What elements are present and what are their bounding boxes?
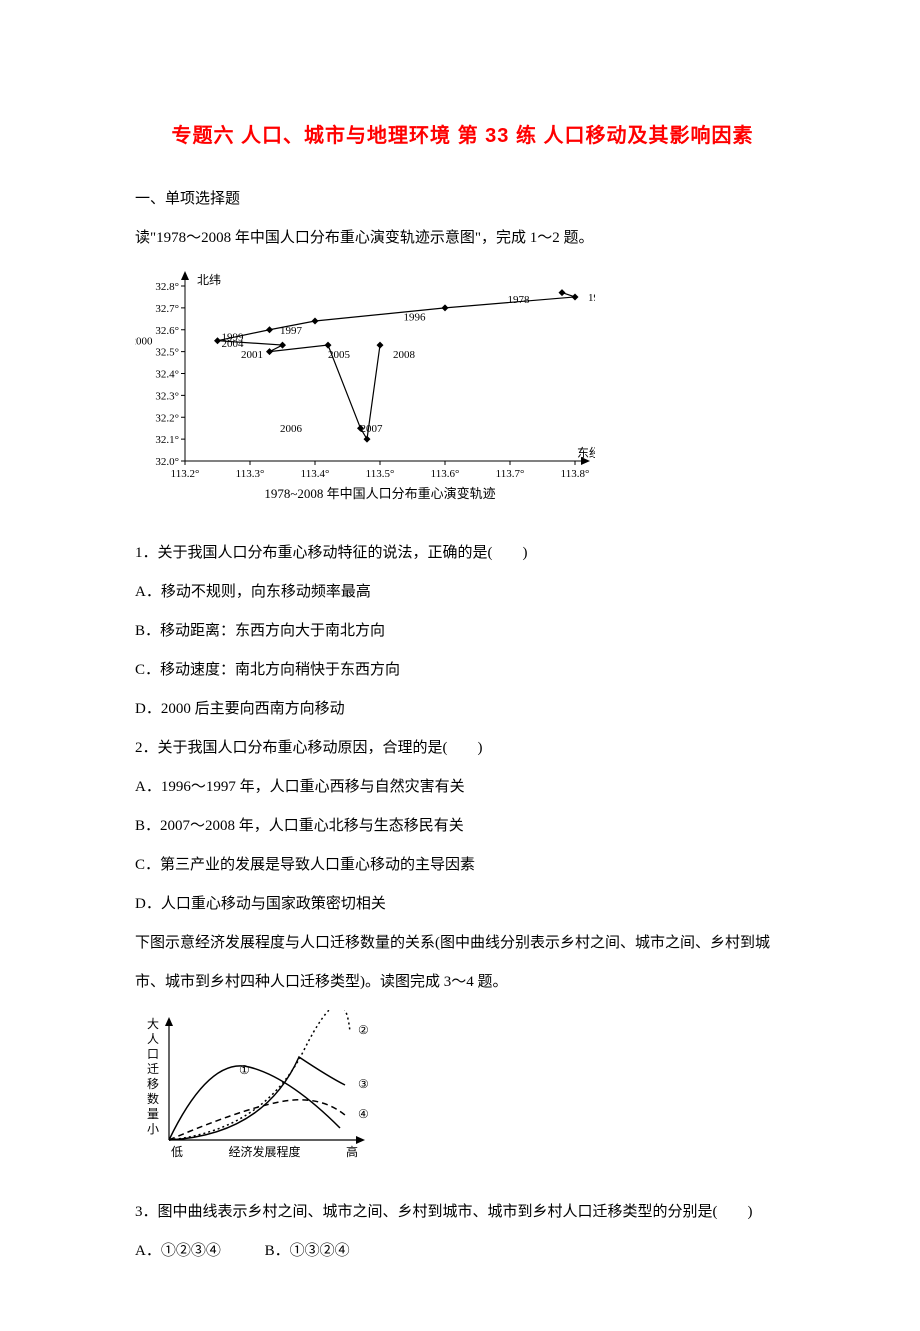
svg-text:32.8°: 32.8° (155, 281, 179, 293)
svg-text:2001: 2001 (241, 349, 263, 361)
svg-text:32.0°: 32.0° (155, 456, 179, 468)
svg-text:2008: 2008 (393, 349, 416, 361)
svg-text:小: 小 (147, 1122, 159, 1136)
svg-text:32.2°: 32.2° (155, 412, 179, 424)
svg-text:2007: 2007 (361, 423, 384, 435)
chart-1-centroid-trajectory: 北纬东经 32.8° 32.7° 32.6° 32.5° 32.4° 32.3° 32.2° 3… (135, 266, 790, 522)
svg-text:经济发展程度: 经济发展程度 (228, 1144, 300, 1159)
svg-text:1997: 1997 (280, 325, 303, 337)
svg-text:低: 低 (171, 1145, 183, 1159)
q2-stem: 2．关于我国人口分布重心移动原因，合理的是( ) (135, 729, 790, 768)
svg-text:1978: 1978 (508, 294, 531, 306)
q1-stem: 1．关于我国人口分布重心移动特征的说法，正确的是( ) (135, 534, 790, 573)
svg-text:2005: 2005 (328, 349, 351, 361)
svg-text:2000: 2000 (135, 336, 153, 348)
svg-text:1978~2008 年中国人口分布重心演变轨迹: 1978~2008 年中国人口分布重心演变轨迹 (264, 486, 495, 501)
svg-text:113.3°: 113.3° (236, 468, 265, 480)
page-title: 专题六 人口、城市与地理环境 第 33 练 人口移动及其影响因素 (135, 110, 790, 162)
svg-text:东经: 东经 (577, 446, 595, 460)
svg-text:1996: 1996 (404, 312, 427, 324)
svg-text:113.4°: 113.4° (301, 468, 330, 480)
svg-text:113.8°: 113.8° (561, 468, 590, 480)
svg-text:②: ② (358, 1023, 369, 1037)
svg-text:迁: 迁 (147, 1062, 159, 1076)
svg-text:量: 量 (147, 1107, 159, 1121)
svg-text:大: 大 (147, 1017, 159, 1031)
svg-text:①: ① (239, 1063, 250, 1077)
svg-text:口: 口 (147, 1047, 159, 1061)
svg-text:32.3°: 32.3° (155, 390, 179, 402)
svg-text:2006: 2006 (280, 423, 303, 435)
svg-text:人: 人 (147, 1032, 159, 1046)
q2-option-b: B．2007～2008 年，人口重心北移与生态移民有关 (135, 807, 790, 846)
intro-1: 读"1978～2008 年中国人口分布重心演变轨迹示意图"，完成 1～2 题。 (135, 219, 790, 258)
q3-options-row: A．①②③④ B．①③②④ (135, 1232, 790, 1271)
svg-text:2004: 2004 (222, 338, 245, 350)
q1-option-a: A．移动不规则，向东移动频率最高 (135, 573, 790, 612)
svg-text:32.7°: 32.7° (155, 303, 179, 315)
svg-text:113.5°: 113.5° (366, 468, 395, 480)
svg-text:32.6°: 32.6° (155, 325, 179, 337)
svg-text:32.1°: 32.1° (155, 434, 179, 446)
svg-text:北纬: 北纬 (197, 273, 221, 287)
section-heading: 一、单项选择题 (135, 180, 790, 219)
q3-option-b: B．①③②④ (265, 1232, 350, 1271)
svg-text:④: ④ (358, 1107, 369, 1121)
q2-option-c: C．第三产业的发展是导致人口重心移动的主导因素 (135, 846, 790, 885)
svg-text:32.5°: 32.5° (155, 347, 179, 359)
q1-option-b: B．移动距离：东西方向大于南北方向 (135, 612, 790, 651)
svg-text:移: 移 (147, 1077, 159, 1091)
q2-option-a: A．1996～1997 年，人口重心西移与自然灾害有关 (135, 768, 790, 807)
q3-option-a: A．①②③④ (135, 1232, 221, 1271)
svg-text:113.2°: 113.2° (171, 468, 200, 480)
intro-2: 下图示意经济发展程度与人口迁移数量的关系(图中曲线分别表示乡村之间、城市之间、乡… (135, 924, 790, 1002)
svg-text:113.7°: 113.7° (496, 468, 525, 480)
q1-option-d: D．2000 后主要向西南方向移动 (135, 690, 790, 729)
svg-text:③: ③ (358, 1077, 369, 1091)
svg-text:高: 高 (346, 1144, 358, 1159)
svg-text:1979: 1979 (588, 292, 595, 304)
q2-option-d: D．人口重心移动与国家政策密切相关 (135, 885, 790, 924)
svg-text:113.6°: 113.6° (431, 468, 460, 480)
q1-option-c: C．移动速度：南北方向稍快于东西方向 (135, 651, 790, 690)
svg-text:数: 数 (147, 1091, 159, 1106)
chart-2-migration-curves: 大人口迁移数量小低 经济发展程度 高 ② ① ③ ④ (135, 1010, 790, 1181)
svg-text:32.4°: 32.4° (155, 369, 179, 381)
q3-stem: 3．图中曲线表示乡村之间、城市之间、乡村到城市、城市到乡村人口迁移类型的分别是(… (135, 1193, 790, 1232)
